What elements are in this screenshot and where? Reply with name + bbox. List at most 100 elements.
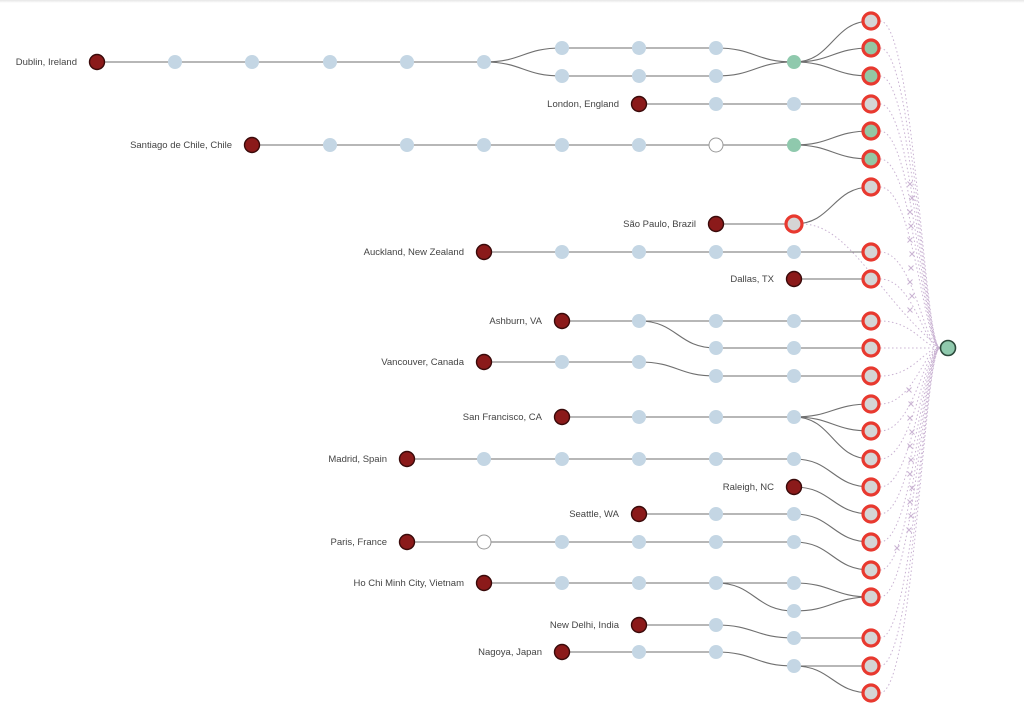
hop-node-empty bbox=[708, 137, 724, 153]
endpoint-node bbox=[861, 560, 881, 580]
origin-label: San Francisco, CA bbox=[463, 412, 543, 423]
hop-node bbox=[632, 138, 646, 152]
endpoint-node bbox=[861, 421, 881, 441]
hop-node bbox=[323, 138, 337, 152]
hop-node bbox=[168, 55, 182, 69]
hop-node bbox=[555, 138, 569, 152]
hop-node bbox=[709, 410, 723, 424]
origin-node bbox=[88, 53, 106, 71]
origin-label: Dallas, TX bbox=[730, 274, 774, 285]
endpoint-node bbox=[861, 587, 881, 607]
hop-node bbox=[400, 138, 414, 152]
hop-node-cluster bbox=[787, 138, 801, 152]
endpoint-node bbox=[861, 66, 881, 86]
fan-edge bbox=[879, 320, 941, 349]
endpoint-node bbox=[784, 214, 804, 234]
hop-node bbox=[787, 97, 801, 111]
route-edge bbox=[793, 130, 872, 146]
route-edge bbox=[793, 582, 872, 598]
target-node bbox=[939, 339, 957, 357]
route-edge bbox=[793, 596, 872, 612]
hop-node bbox=[787, 341, 801, 355]
hop-node-empty bbox=[476, 534, 492, 550]
hop-node bbox=[787, 245, 801, 259]
origin-node bbox=[398, 533, 416, 551]
endpoint-node bbox=[861, 149, 881, 169]
hop-node bbox=[709, 69, 723, 83]
origin-node bbox=[630, 95, 648, 113]
fan-edge bbox=[879, 347, 941, 377]
origin-label: New Delhi, India bbox=[550, 620, 620, 631]
origin-label: Madrid, Spain bbox=[328, 454, 387, 465]
hop-node bbox=[709, 507, 723, 521]
hop-node bbox=[477, 138, 491, 152]
route-edge bbox=[793, 61, 872, 77]
route-edge bbox=[793, 458, 872, 488]
hop-node bbox=[787, 314, 801, 328]
route-edge bbox=[715, 624, 795, 639]
route-edge bbox=[793, 47, 872, 63]
origin-label: Dublin, Ireland bbox=[16, 57, 77, 68]
hop-node bbox=[245, 55, 259, 69]
fan-cross-mark bbox=[906, 527, 912, 533]
endpoint-node bbox=[861, 269, 881, 289]
route-edge bbox=[793, 403, 872, 418]
hop-node bbox=[787, 369, 801, 383]
hop-node bbox=[709, 97, 723, 111]
origin-node bbox=[553, 643, 571, 661]
fan-edge bbox=[879, 347, 941, 667]
hop-node bbox=[787, 410, 801, 424]
hop-node bbox=[787, 604, 801, 618]
fan-edge bbox=[801, 223, 941, 349]
hop-node bbox=[632, 452, 646, 466]
origin-node bbox=[475, 574, 493, 592]
hop-node bbox=[709, 576, 723, 590]
route-edge bbox=[715, 651, 795, 667]
hop-node bbox=[555, 355, 569, 369]
hop-node bbox=[632, 645, 646, 659]
hop-node bbox=[787, 535, 801, 549]
fan-edge bbox=[879, 347, 941, 488]
hop-node bbox=[709, 314, 723, 328]
fan-cross-mark bbox=[908, 265, 914, 271]
origin-node bbox=[553, 408, 571, 426]
hop-node bbox=[632, 535, 646, 549]
fan-cross-mark bbox=[906, 387, 912, 393]
hop-node bbox=[787, 452, 801, 466]
hop-node bbox=[477, 452, 491, 466]
origin-node bbox=[553, 312, 571, 330]
fan-cross-mark bbox=[907, 415, 913, 421]
fan-cross-mark bbox=[908, 401, 914, 407]
endpoint-node bbox=[861, 394, 881, 414]
route-edge bbox=[638, 320, 717, 349]
hop-node bbox=[787, 631, 801, 645]
fan-cross-mark bbox=[907, 279, 913, 285]
route-edge bbox=[715, 582, 795, 612]
origin-node bbox=[785, 270, 803, 288]
route-edge bbox=[793, 144, 872, 160]
hop-node bbox=[555, 69, 569, 83]
route-edge bbox=[793, 20, 872, 63]
route-edge bbox=[715, 47, 795, 63]
endpoint-node bbox=[861, 121, 881, 141]
endpoint-node bbox=[861, 477, 881, 497]
fan-edge bbox=[879, 130, 941, 349]
fan-cross-mark bbox=[907, 181, 913, 187]
fan-cross-mark bbox=[907, 307, 913, 313]
fan-cross-mark bbox=[909, 195, 915, 201]
fan-cross-mark bbox=[909, 429, 915, 435]
hop-node bbox=[555, 41, 569, 55]
origin-node bbox=[475, 243, 493, 261]
endpoint-node bbox=[861, 177, 881, 197]
hop-node bbox=[632, 410, 646, 424]
route-edge bbox=[793, 416, 872, 432]
origin-label: Nagoya, Japan bbox=[478, 647, 542, 658]
fan-cross-mark bbox=[909, 251, 915, 257]
fan-cross-mark bbox=[908, 457, 914, 463]
fan-cross-mark bbox=[909, 293, 915, 299]
hop-node-cluster bbox=[787, 55, 801, 69]
hop-node bbox=[555, 452, 569, 466]
origin-node bbox=[398, 450, 416, 468]
hop-node bbox=[323, 55, 337, 69]
